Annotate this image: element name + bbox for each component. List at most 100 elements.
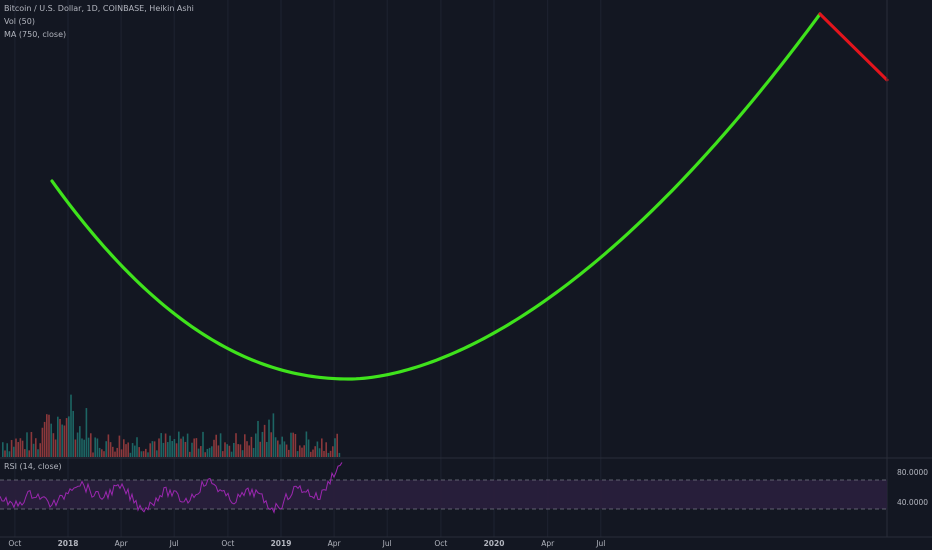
volume-bar bbox=[233, 442, 235, 457]
volume-bar bbox=[230, 451, 233, 457]
volume-bar bbox=[224, 442, 226, 457]
volume-bar bbox=[261, 431, 264, 457]
grid-lines bbox=[14, 0, 602, 537]
volume-bar bbox=[219, 433, 222, 457]
volume-bar bbox=[83, 439, 85, 457]
volume-bar bbox=[125, 444, 127, 457]
volume-bar bbox=[167, 442, 169, 457]
volume-bar bbox=[19, 438, 22, 457]
volume-bar bbox=[46, 414, 48, 457]
volume-bar bbox=[316, 441, 319, 457]
volume-bars bbox=[2, 394, 341, 457]
parabolic-curve bbox=[50, 12, 822, 381]
volume-bar bbox=[17, 442, 19, 457]
volume-bar bbox=[314, 446, 316, 457]
volume-bar bbox=[98, 447, 101, 457]
volume-bar bbox=[228, 445, 231, 457]
volume-bar bbox=[87, 437, 90, 457]
volume-bar bbox=[112, 446, 114, 457]
volume-bar bbox=[274, 437, 277, 457]
volume-bar bbox=[334, 438, 336, 457]
volume-bar bbox=[153, 441, 156, 457]
volume-bar bbox=[43, 421, 46, 457]
volume-bar bbox=[35, 438, 37, 457]
time-tick-label: Apr bbox=[115, 539, 129, 548]
volume-bar bbox=[109, 442, 112, 457]
volume-bar bbox=[285, 444, 288, 457]
volume-bar bbox=[65, 418, 68, 457]
volume-bar bbox=[123, 439, 125, 457]
volume-bar bbox=[136, 437, 138, 457]
volume-bar bbox=[116, 447, 118, 457]
time-tick-label: 2018 bbox=[58, 539, 79, 548]
volume-bar bbox=[321, 438, 323, 457]
volume-bar bbox=[307, 439, 310, 457]
volume-bar bbox=[237, 444, 239, 457]
time-axis: Oct 2018 Apr Jul Oct 2019 Apr Jul Oct 2020 Apr Jul bbox=[0, 536, 932, 548]
volume-bar bbox=[61, 424, 63, 457]
volume-bar bbox=[48, 414, 50, 457]
volume-bar bbox=[279, 444, 281, 457]
time-tick-label: Apr bbox=[541, 539, 555, 548]
volume-bar bbox=[283, 441, 286, 457]
time-tick-label: Jul bbox=[169, 539, 179, 548]
volume-bar bbox=[169, 435, 171, 457]
rsi-line bbox=[0, 462, 343, 514]
volume-bar bbox=[59, 418, 61, 457]
volume-bar bbox=[250, 436, 253, 457]
volume-bar bbox=[318, 448, 321, 457]
volume-bar bbox=[191, 442, 193, 457]
volume-bar bbox=[195, 438, 198, 457]
volume-bar bbox=[189, 451, 191, 457]
volume-bar bbox=[76, 432, 79, 457]
rsi-band bbox=[0, 480, 887, 509]
rsi-legend: RSI (14, close) bbox=[4, 462, 62, 471]
volume-bar bbox=[222, 451, 224, 457]
volume-bar bbox=[266, 441, 268, 457]
volume-bar bbox=[2, 442, 4, 457]
volume-bar bbox=[145, 448, 147, 457]
volume-bar bbox=[255, 433, 257, 457]
volume-bar bbox=[292, 432, 294, 457]
volume-bar bbox=[244, 434, 246, 457]
volume-bar bbox=[202, 431, 204, 457]
volume-bar bbox=[175, 443, 178, 457]
volume-bar bbox=[263, 424, 266, 457]
volume-bar bbox=[57, 416, 59, 457]
volume-bar bbox=[4, 450, 6, 457]
volume-bar bbox=[186, 433, 189, 457]
time-tick-label: Oct bbox=[221, 539, 234, 548]
volume-bar bbox=[21, 440, 24, 457]
volume-bar bbox=[30, 431, 33, 457]
volume-bar bbox=[208, 447, 211, 457]
chart-legend: Bitcoin / U.S. Dollar, 1D, COINBASE, Hei… bbox=[4, 2, 194, 41]
volume-bar bbox=[79, 426, 81, 457]
rsi-pane: 80.0000 40.0000 bbox=[0, 457, 932, 514]
time-tick-label: 2020 bbox=[484, 539, 505, 548]
volume-bar bbox=[142, 451, 145, 457]
time-tick-label: Oct bbox=[8, 539, 21, 548]
volume-bar bbox=[270, 432, 272, 457]
volume-bar bbox=[107, 434, 110, 457]
volume-bar bbox=[204, 452, 206, 457]
volume-bar bbox=[92, 452, 94, 457]
volume-bar bbox=[158, 438, 160, 457]
volume-bar bbox=[226, 444, 228, 457]
volume-bar bbox=[327, 452, 330, 457]
volume-bar bbox=[213, 439, 215, 457]
volume-bar bbox=[156, 450, 158, 457]
volume-bar bbox=[323, 450, 325, 457]
volume-bar bbox=[90, 433, 92, 457]
volume-bar bbox=[338, 452, 341, 457]
volume-bar bbox=[217, 445, 220, 457]
volume-bar bbox=[134, 445, 136, 457]
volume-bar bbox=[336, 433, 338, 457]
volume-label: Vol (50) bbox=[4, 17, 35, 26]
volume-bar bbox=[206, 448, 209, 457]
volume-bar bbox=[329, 450, 332, 457]
volume-bar bbox=[281, 436, 283, 457]
volume-bar bbox=[296, 451, 299, 457]
volume-bar bbox=[180, 438, 182, 457]
volume-bar bbox=[6, 443, 8, 457]
